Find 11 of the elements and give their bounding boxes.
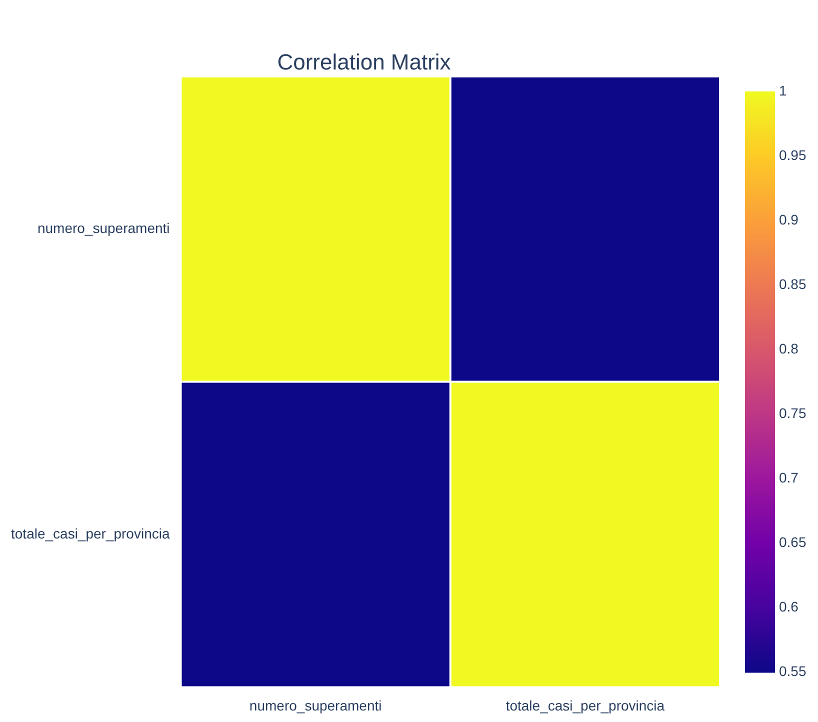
color-bar-label: 0.9	[779, 211, 799, 228]
color-bar-label: 0.75	[779, 404, 806, 421]
color-bar-label: 0.85	[779, 276, 806, 292]
color-bar-label: 0.95	[779, 146, 806, 163]
color-bar-label: 0.7	[779, 469, 799, 486]
chart-title: Correlation Matrix	[277, 49, 451, 74]
color-bar-label: 0.8	[779, 340, 799, 356]
color-bar-label: 0.55	[779, 663, 806, 680]
color-bar-label: 0.6	[779, 598, 799, 615]
color-bar-label: 0.65	[779, 534, 806, 550]
color-bar-label: 1	[779, 82, 787, 98]
